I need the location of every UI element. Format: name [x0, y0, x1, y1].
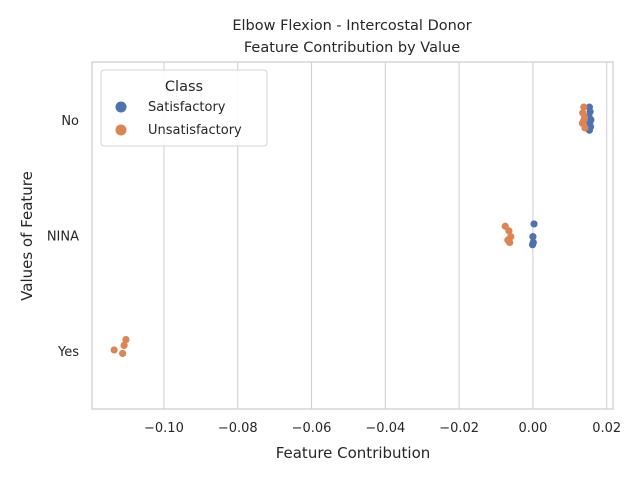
- x-tick-label: −0.10: [144, 421, 184, 436]
- data-points: [110, 103, 595, 358]
- x-tick-label: −0.08: [218, 421, 258, 436]
- y-tick-labels: No NINA Yes: [47, 114, 79, 360]
- legend-marker-unsatisfactory: [115, 124, 127, 136]
- x-tick-labels: −0.10 −0.08 −0.06 −0.04 −0.02 0.00 0.02: [144, 421, 621, 436]
- point-satisfactory: [530, 220, 538, 228]
- chart-title-line1: Elbow Flexion - Intercostal Donor: [232, 18, 471, 34]
- x-tick-label: −0.02: [439, 421, 479, 436]
- point-unsatisfactory: [119, 349, 127, 358]
- point-unsatisfactory: [120, 341, 128, 349]
- legend-marker-satisfactory: [115, 101, 127, 113]
- y-axis-label: Values of Feature: [18, 171, 36, 301]
- legend-title: Class: [165, 79, 203, 95]
- point-unsatisfactory: [506, 238, 514, 247]
- legend-box: [100, 69, 268, 147]
- point-unsatisfactory: [505, 227, 513, 235]
- point-unsatisfactory: [581, 124, 589, 132]
- point-unsatisfactory: [580, 103, 588, 111]
- chart-title: Elbow Flexion - Intercostal Donor Featur…: [232, 18, 471, 56]
- point-unsatisfactory: [122, 336, 130, 344]
- legend-label-unsatisfactory: Unsatisfactory: [148, 123, 242, 138]
- y-tick-label: NINA: [47, 230, 79, 245]
- x-tick-label: −0.06: [292, 421, 332, 436]
- legend-label-satisfactory: Satisfactory: [148, 100, 226, 115]
- y-tick-label: No: [61, 114, 79, 129]
- point-unsatisfactory: [110, 346, 118, 354]
- plot-area-frame: [91, 61, 614, 410]
- x-tick-label: 0.02: [592, 421, 621, 436]
- legend: Class Satisfactory Unsatisfactory: [100, 69, 268, 147]
- point-satisfactory: [529, 233, 537, 241]
- chart-title-line2: Feature Contribution by Value: [244, 40, 460, 56]
- y-tick-label: Yes: [57, 345, 79, 360]
- x-axis-label: Feature Contribution: [276, 444, 431, 462]
- point-satisfactory: [528, 241, 537, 249]
- x-tick-label: 0.00: [518, 421, 547, 436]
- x-tick-label: −0.04: [365, 421, 405, 436]
